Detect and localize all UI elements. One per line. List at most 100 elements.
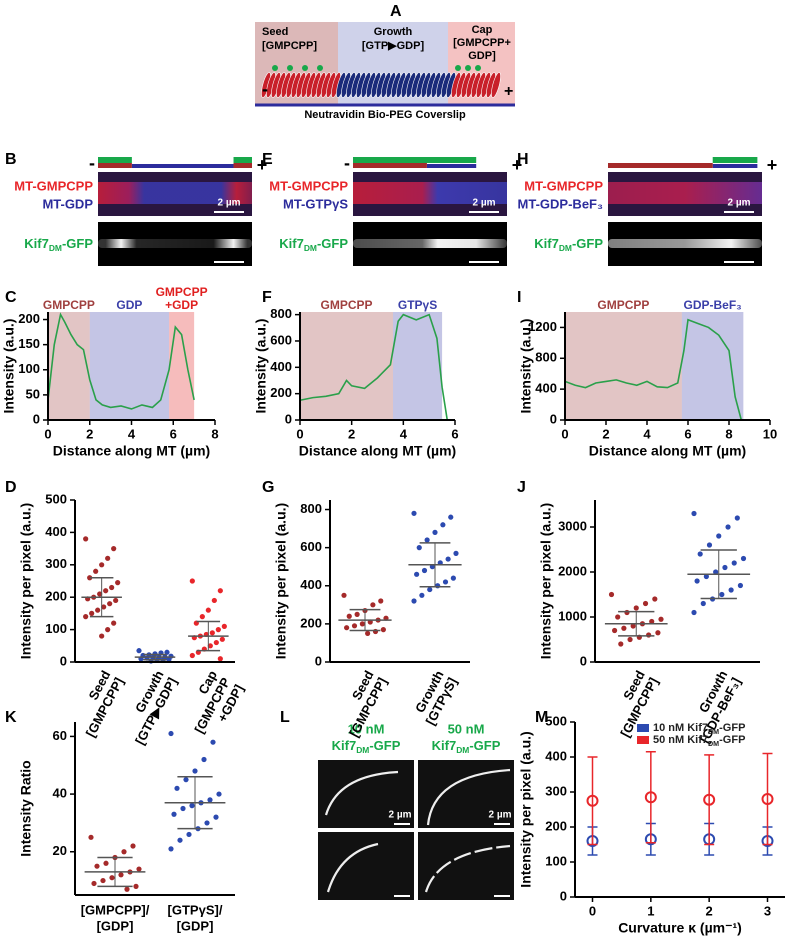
profile-line bbox=[564, 318, 743, 421]
region bbox=[48, 312, 90, 420]
label: 200 bbox=[300, 615, 322, 630]
label: Intensity per pixel (a.u.) bbox=[273, 503, 289, 659]
label-part: -GFP bbox=[62, 236, 93, 251]
label: Seed bbox=[262, 26, 288, 38]
data-point bbox=[213, 814, 219, 820]
data-point bbox=[83, 614, 89, 620]
label: 3000 bbox=[558, 518, 587, 533]
tubulin bbox=[491, 72, 501, 98]
label: Intensity (a.u.) bbox=[253, 319, 269, 414]
data-point bbox=[652, 596, 658, 602]
label: Intensity Ratio bbox=[18, 760, 34, 856]
label: 200 bbox=[545, 818, 567, 833]
data-point bbox=[624, 609, 630, 616]
state-bar bbox=[233, 157, 252, 163]
label: [GDP] bbox=[177, 918, 214, 933]
label: 1000 bbox=[558, 608, 587, 623]
data-point bbox=[453, 550, 459, 556]
label: M bbox=[535, 709, 548, 726]
data-point bbox=[351, 623, 358, 629]
data-point bbox=[201, 756, 207, 763]
label-part: -GFP bbox=[369, 738, 400, 753]
label: Distance along MT (µm) bbox=[589, 443, 746, 459]
data-point bbox=[615, 614, 621, 620]
label: 0 bbox=[44, 426, 51, 441]
state-bar bbox=[131, 164, 234, 168]
data-point bbox=[168, 730, 174, 737]
data-point bbox=[88, 834, 94, 840]
data-point bbox=[95, 607, 101, 613]
state-bar bbox=[353, 163, 427, 168]
data-point bbox=[450, 575, 456, 581]
data-point bbox=[646, 632, 652, 638]
data-point bbox=[93, 568, 99, 574]
label: 2 bbox=[602, 426, 609, 441]
data-point bbox=[99, 633, 105, 639]
category-label: Cap[GMPCPP+GDP] bbox=[192, 668, 247, 736]
data-point bbox=[91, 880, 97, 887]
data-point bbox=[703, 793, 716, 806]
label: 6 bbox=[170, 426, 177, 441]
label-subscript: DM bbox=[708, 728, 719, 736]
data-point bbox=[111, 620, 117, 626]
data-point bbox=[359, 621, 365, 627]
label-part: -GFP bbox=[469, 738, 500, 753]
label: Intensity (a.u.) bbox=[518, 319, 534, 414]
label: 0 bbox=[580, 653, 587, 668]
label: [GTP▶GDP] bbox=[362, 40, 425, 52]
label: 20 bbox=[53, 843, 67, 858]
region bbox=[565, 312, 682, 420]
data-point bbox=[211, 597, 217, 604]
label: K bbox=[5, 709, 17, 726]
data-point bbox=[621, 625, 627, 631]
label: G bbox=[262, 479, 274, 496]
region bbox=[89, 312, 170, 420]
data-point bbox=[207, 643, 213, 649]
label: 3 bbox=[764, 903, 771, 918]
label: 0 bbox=[285, 411, 292, 426]
data-point bbox=[97, 591, 103, 597]
data-point bbox=[642, 600, 649, 607]
kif-label: 50 nM Kif7DM-GFP bbox=[653, 734, 745, 748]
label: 0 bbox=[561, 426, 568, 441]
data-point bbox=[719, 591, 725, 598]
data-point bbox=[133, 883, 139, 889]
data-point bbox=[414, 571, 420, 577]
data-point bbox=[89, 610, 95, 617]
label: B bbox=[5, 151, 17, 168]
label: 300 bbox=[545, 783, 567, 798]
data-point bbox=[419, 592, 425, 598]
label: 8 bbox=[211, 426, 218, 441]
data-point bbox=[113, 597, 119, 604]
profile-line bbox=[47, 312, 195, 410]
label-subscript: DM bbox=[456, 745, 469, 755]
data-point bbox=[372, 628, 379, 635]
label-part: -GFP bbox=[719, 722, 745, 734]
label: 600 bbox=[300, 539, 322, 554]
kif7-motor bbox=[465, 65, 471, 71]
data-point bbox=[627, 636, 633, 643]
data-point bbox=[608, 591, 615, 598]
label: GMPCPP bbox=[156, 285, 208, 299]
label: Growth bbox=[374, 26, 413, 38]
data-point bbox=[416, 545, 422, 551]
label: 40 bbox=[53, 786, 67, 801]
data-point bbox=[209, 630, 215, 636]
label: L bbox=[280, 709, 290, 726]
kif7-motor bbox=[287, 65, 293, 71]
data-point bbox=[207, 797, 213, 803]
label: + bbox=[257, 155, 268, 175]
data-point bbox=[697, 551, 703, 557]
kif-label: Kif7DM-GFP bbox=[24, 236, 93, 253]
kif-label: Kif7DM-GFP bbox=[432, 738, 501, 755]
label: 200 bbox=[18, 311, 40, 326]
label: 100 bbox=[45, 621, 67, 636]
data-point bbox=[722, 564, 728, 571]
label: 2 µm bbox=[389, 810, 412, 821]
data-point bbox=[107, 601, 113, 607]
data-point bbox=[189, 652, 195, 659]
label-part: Kif7 bbox=[24, 236, 49, 251]
label: J bbox=[517, 479, 526, 496]
data-point bbox=[445, 556, 451, 562]
